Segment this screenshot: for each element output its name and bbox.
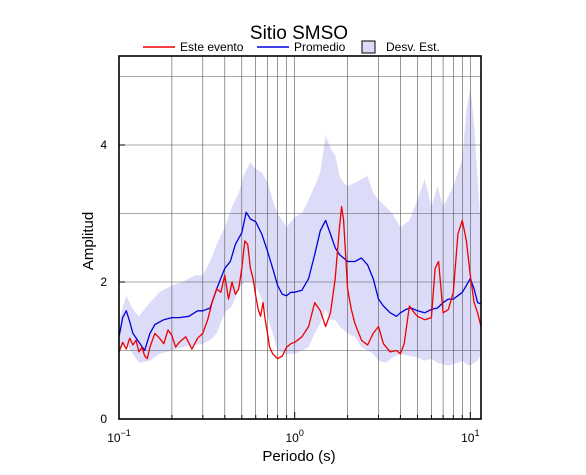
chart-title: Sitio SMSO bbox=[250, 23, 348, 44]
tick-layer: 10−1 100 101 0 2 4 bbox=[100, 138, 479, 445]
plot-border bbox=[118, 55, 482, 420]
legend-label-band: Desv. Est. bbox=[386, 40, 440, 54]
series-line-este bbox=[118, 206, 482, 360]
y-axis-label: Amplitud bbox=[80, 212, 97, 270]
y-tick-label: 0 bbox=[100, 412, 107, 426]
legend-label-prom: Promedio bbox=[294, 40, 346, 54]
x-tick-label: 100 bbox=[286, 428, 304, 445]
std-dev-band bbox=[119, 86, 481, 366]
band-layer bbox=[119, 86, 481, 366]
y-tick-label: 2 bbox=[100, 275, 107, 289]
series-layer bbox=[118, 206, 482, 360]
x-axis-label: Periodo (s) bbox=[262, 448, 335, 465]
legend-label-este: Este evento bbox=[180, 40, 244, 54]
legend-swatch-band bbox=[361, 40, 376, 54]
grid-layer bbox=[118, 56, 481, 419]
y-tick-label: 4 bbox=[100, 138, 107, 152]
plot-area: 10−1 100 101 0 2 4 bbox=[100, 55, 482, 445]
x-tick-label: 101 bbox=[461, 428, 479, 445]
legend: Este evento Promedio Desv. Est. bbox=[143, 40, 440, 54]
x-tick-label: 10−1 bbox=[107, 428, 131, 445]
